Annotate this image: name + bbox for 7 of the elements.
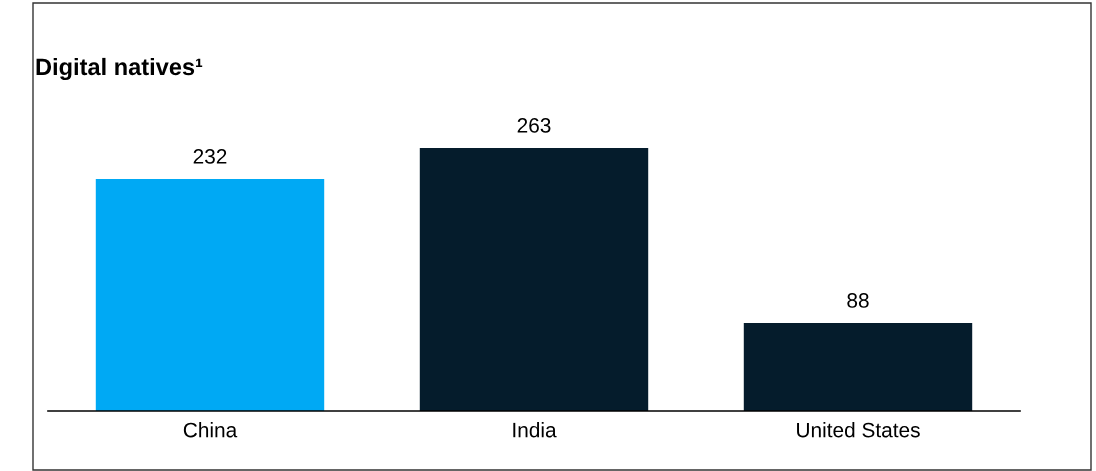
- data-label: 232: [193, 149, 227, 164]
- x-tick-label: China: [183, 422, 238, 438]
- data-label: 88: [847, 293, 869, 308]
- x-tick-label: India: [513, 422, 557, 438]
- x-tick-label: United States: [797, 422, 920, 438]
- data-label: 263: [517, 118, 551, 133]
- chart-title: Digital natives¹: [36, 57, 203, 80]
